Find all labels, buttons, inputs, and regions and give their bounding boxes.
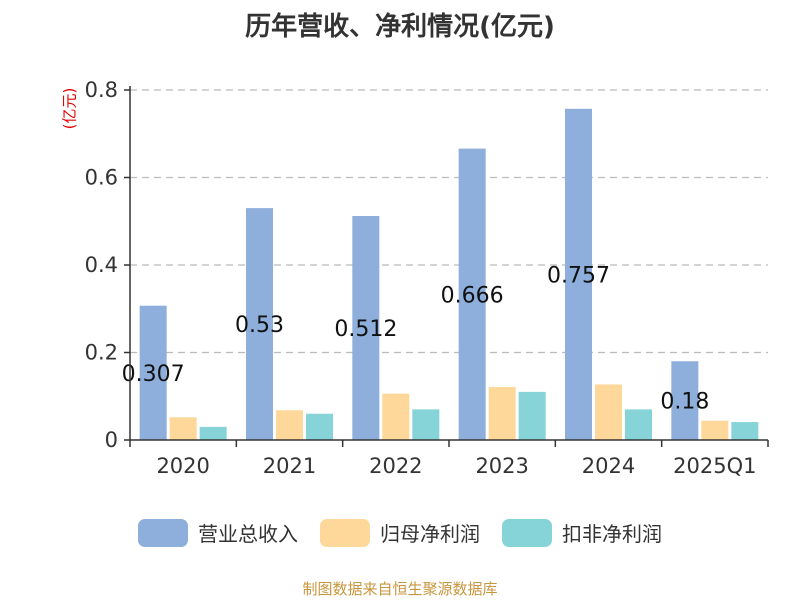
bar-s2-2020[interactable]	[199, 426, 227, 440]
x-tick-label-2020: 2020	[156, 454, 209, 478]
chart-title: 历年营收、净利情况(亿元)	[245, 12, 555, 42]
bars-layer	[139, 108, 759, 440]
x-tick-label-2025Q1: 2025Q1	[673, 454, 756, 478]
legend-item-net-profit[interactable]: 归母净利润	[320, 518, 480, 547]
bar-s2-2023[interactable]	[518, 391, 546, 440]
legend-swatch-net-profit	[320, 518, 370, 547]
value-label-2022: 0.512	[334, 317, 397, 342]
value-label-2021: 0.53	[235, 313, 284, 338]
bar-s0-2020[interactable]	[139, 305, 167, 440]
axes-layer: 0 0.2 0.4 0.6 0.8 2020 2021 2022 2023 2024 2025Q1	[85, 78, 769, 478]
bar-s0-2023[interactable]	[458, 148, 486, 440]
x-tick-label-2022: 2022	[369, 454, 422, 478]
bar-s2-2025Q1[interactable]	[731, 422, 759, 440]
x-tick-label-2021: 2021	[263, 454, 316, 478]
value-label-2024: 0.757	[547, 263, 610, 288]
bar-s2-2024[interactable]	[625, 409, 652, 440]
value-labels-layer: 0.307 0.53 0.512 0.666 0.757 0.18	[122, 263, 710, 414]
bar-s0-2021[interactable]	[246, 208, 273, 440]
value-label-2025Q1: 0.18	[660, 390, 709, 415]
bar-s0-2024[interactable]	[565, 108, 592, 440]
grid-layer	[130, 89, 768, 354]
bar-s0-2022[interactable]	[352, 216, 380, 440]
legend-label-revenue: 营业总收入	[198, 522, 298, 546]
x-tick-label-2023: 2023	[475, 454, 528, 478]
bar-s0-2025Q1[interactable]	[671, 361, 699, 440]
legend-item-deducted-profit[interactable]: 扣非净利润	[502, 518, 662, 547]
bar-s1-2025Q1[interactable]	[701, 420, 729, 440]
legend: 营业总收入 归母净利润 扣非净利润	[0, 518, 800, 547]
bar-s1-2022[interactable]	[382, 393, 410, 440]
bar-s1-2024[interactable]	[595, 384, 622, 440]
x-tick-label-2024: 2024	[582, 454, 635, 478]
y-tick-label-4: 0.8	[85, 78, 118, 102]
data-source-note: 制图数据来自恒生聚源数据库	[302, 580, 498, 598]
legend-item-revenue[interactable]: 营业总收入	[138, 518, 298, 547]
y-tick-label-1: 0.2	[85, 341, 118, 365]
bar-s2-2022[interactable]	[412, 409, 440, 440]
y-tick-label-2: 0.4	[85, 253, 118, 277]
bar-s1-2023[interactable]	[488, 387, 516, 440]
legend-swatch-revenue	[138, 518, 188, 547]
bar-s1-2021[interactable]	[276, 410, 303, 440]
legend-label-deducted-profit: 扣非净利润	[562, 522, 662, 546]
value-label-2023: 0.666	[441, 283, 504, 308]
legend-swatch-deducted-profit	[502, 518, 552, 547]
y-tick-label-3: 0.6	[85, 166, 118, 190]
bar-s1-2020[interactable]	[169, 417, 197, 440]
y-tick-label-0: 0	[105, 428, 118, 452]
value-label-2020: 0.307	[122, 362, 185, 387]
legend-label-net-profit: 归母净利润	[380, 522, 480, 546]
bar-s2-2021[interactable]	[306, 413, 333, 440]
